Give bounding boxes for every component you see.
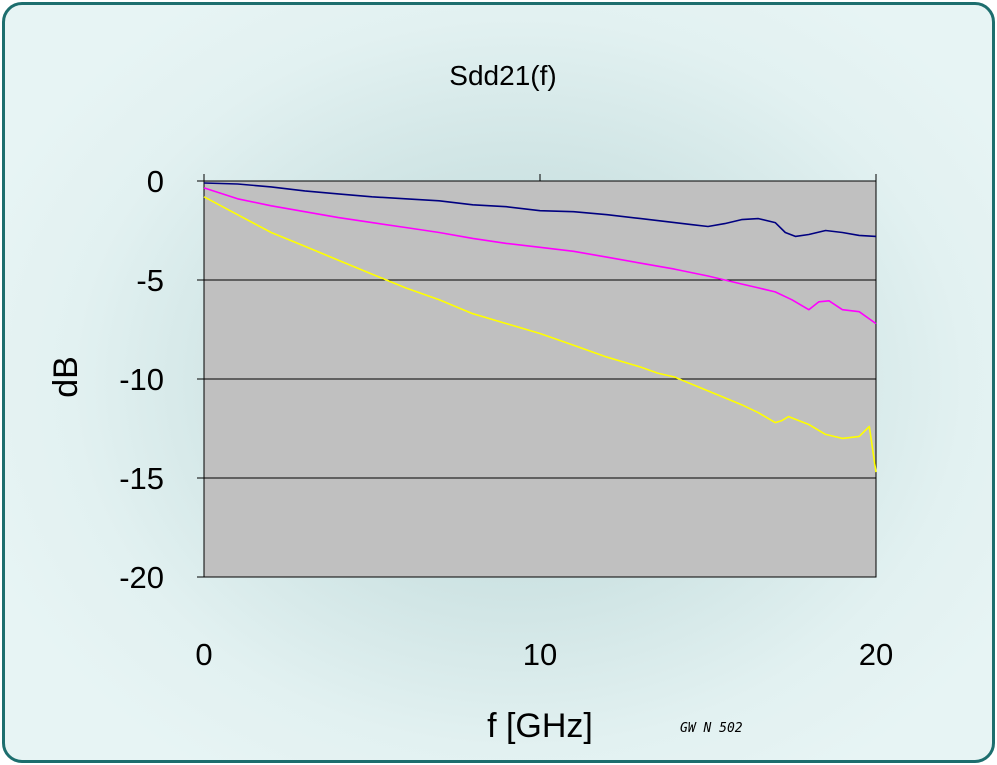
y-axis-ticks: 0 -5 -10 -15 -20: [119, 164, 204, 595]
annotation-text: GW N 502: [680, 721, 743, 736]
y-tick-label: 0: [147, 164, 164, 199]
y-axis-label: dB: [47, 356, 85, 398]
series-line-3: [203, 196, 877, 473]
y-tick-label: -5: [136, 263, 164, 298]
x-axis-label: f [GHz]: [487, 707, 593, 745]
series-group: [203, 182, 877, 473]
x-tick-label: 0: [195, 637, 212, 672]
chart: Sdd21(f) 0 -5 -10 -15 -20 0 10 20 dB f [GHz] G…: [47, 60, 893, 745]
gridlines: [204, 279, 876, 479]
x-axis-ticks: 0 10 20: [195, 174, 893, 672]
y-tick-label: -20: [119, 560, 164, 595]
x-tick-label: 10: [523, 637, 557, 672]
chart-title: Sdd21(f): [449, 60, 556, 91]
series-line-2: [203, 187, 877, 325]
y-tick-label: -10: [119, 362, 164, 397]
y-tick-label: -15: [119, 461, 164, 496]
series-line-1: [203, 182, 877, 238]
x-tick-label: 20: [859, 637, 893, 672]
